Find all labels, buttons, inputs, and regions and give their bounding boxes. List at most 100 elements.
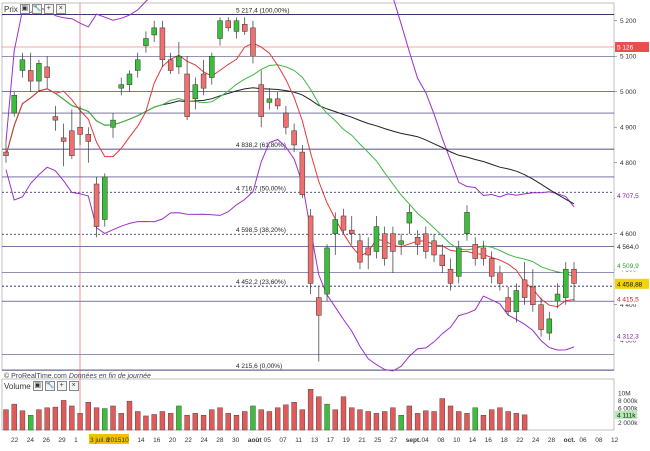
fibo-level-label: 4 215,6 (0,00%) — [236, 363, 282, 370]
volume-bar — [480, 415, 487, 431]
badge-purple-bg — [615, 330, 649, 341]
bollinger-upper-band — [5, 0, 575, 208]
candle-body — [406, 212, 413, 224]
badge-green-bg — [615, 260, 649, 271]
candle-body — [200, 73, 207, 89]
volume-bar — [184, 415, 190, 431]
x-tick-label: sept. — [406, 437, 421, 444]
candle — [209, 52, 215, 85]
candle — [44, 56, 50, 89]
candle-body — [77, 126, 83, 135]
volume-bar — [85, 402, 91, 431]
candle-body — [184, 73, 190, 117]
volume-bar — [472, 407, 478, 431]
candle-body — [167, 59, 174, 71]
volume-panel-header: Volume ▣ 🔧 + × — [4, 381, 79, 391]
volume-bar — [167, 413, 174, 431]
candle-body — [143, 38, 149, 46]
candle — [11, 91, 17, 117]
volume-bar — [283, 404, 289, 431]
candle — [488, 251, 495, 284]
x-tick-label: août — [248, 437, 263, 444]
volume-panel-window-icon[interactable]: ▣ — [32, 381, 43, 391]
candle-body — [414, 237, 421, 245]
x-tick-label: 13 — [311, 437, 319, 444]
volume-panel-label: Volume — [4, 381, 31, 391]
x-tick-label: 10 — [122, 437, 130, 444]
candle — [52, 105, 59, 131]
volume-bar — [464, 413, 470, 431]
volume-panel-settings-icon[interactable]: 🔧 — [44, 381, 55, 391]
candle-body — [291, 130, 297, 146]
price-panel-add-icon[interactable]: + — [43, 4, 54, 14]
x-tick-label: 28 — [216, 437, 224, 444]
fibo-level-label: 4 452,2 (23,60%) — [236, 279, 286, 286]
x-tick-label: 27 — [390, 437, 398, 444]
candle-body — [480, 247, 487, 259]
volume-tick-label: 8 000k — [618, 398, 638, 405]
candle-body — [563, 268, 569, 298]
candle-body — [521, 279, 528, 298]
volume-bar — [242, 411, 248, 431]
x-tick-label: 1 — [74, 437, 78, 444]
x-tick-label: 14 — [137, 437, 145, 444]
volume-bar — [44, 407, 50, 431]
volume-panel-add-icon[interactable]: + — [56, 381, 67, 391]
candle-body — [447, 268, 454, 284]
volume-bar — [365, 411, 371, 431]
candle — [274, 91, 281, 110]
volume-bar — [217, 407, 223, 431]
volume-bar — [209, 409, 215, 431]
badge-4707: 4 707,5 — [617, 193, 639, 200]
candle-body — [44, 66, 50, 78]
candle-body — [274, 98, 281, 107]
badge-4564: 4 564,0 — [617, 244, 639, 251]
candle — [349, 215, 355, 245]
candle — [77, 105, 83, 145]
badge-red-bg — [615, 294, 649, 305]
candle-body — [192, 84, 199, 100]
candle-body — [102, 176, 108, 220]
volume-bar — [505, 411, 511, 431]
price-panel-window-icon[interactable]: ▣ — [19, 4, 30, 14]
price-panel-header: Prix ▣ 🔧 + × — [4, 4, 66, 14]
badge-current: 4 458,88 — [617, 281, 643, 288]
x-tick-label: 06 — [579, 437, 587, 444]
x-tick-label: 3 juil. 2015 — [90, 437, 122, 444]
candle — [464, 205, 470, 241]
volume-bar — [143, 415, 149, 431]
candle — [217, 17, 223, 46]
candle-body — [464, 212, 470, 234]
x-tick-label: 22 — [516, 437, 524, 444]
candle — [357, 233, 363, 270]
candle — [85, 127, 92, 163]
x-tick-label: 17 — [327, 437, 335, 444]
volume-bar — [521, 414, 528, 431]
volume-bar — [11, 403, 17, 431]
candle — [472, 237, 478, 266]
badge-4707-bg — [615, 190, 649, 201]
price-panel-close-icon[interactable]: × — [55, 4, 66, 14]
volume-bar — [77, 413, 83, 431]
candle-body — [390, 233, 396, 252]
candle-body — [60, 137, 67, 142]
volume-bar — [135, 411, 141, 431]
x-tick-label: 10 — [453, 437, 461, 444]
volume-bar — [60, 400, 67, 431]
candle — [36, 59, 42, 92]
candle — [118, 77, 124, 96]
candle — [571, 262, 577, 302]
price-panel-settings-icon[interactable]: 🔧 — [31, 4, 42, 14]
x-tick-label: 16 — [485, 437, 493, 444]
x-tick-label: 16 — [153, 437, 161, 444]
volume-bar — [349, 407, 355, 431]
volume-bar — [36, 409, 42, 431]
candle — [480, 240, 487, 266]
candle-body — [266, 98, 273, 103]
volume-bar — [423, 410, 429, 431]
price-plot-area — [1, 2, 615, 371]
x-tick-label: 08 — [437, 437, 445, 444]
volume-panel-close-icon[interactable]: × — [68, 381, 79, 391]
candle-body — [225, 20, 231, 29]
